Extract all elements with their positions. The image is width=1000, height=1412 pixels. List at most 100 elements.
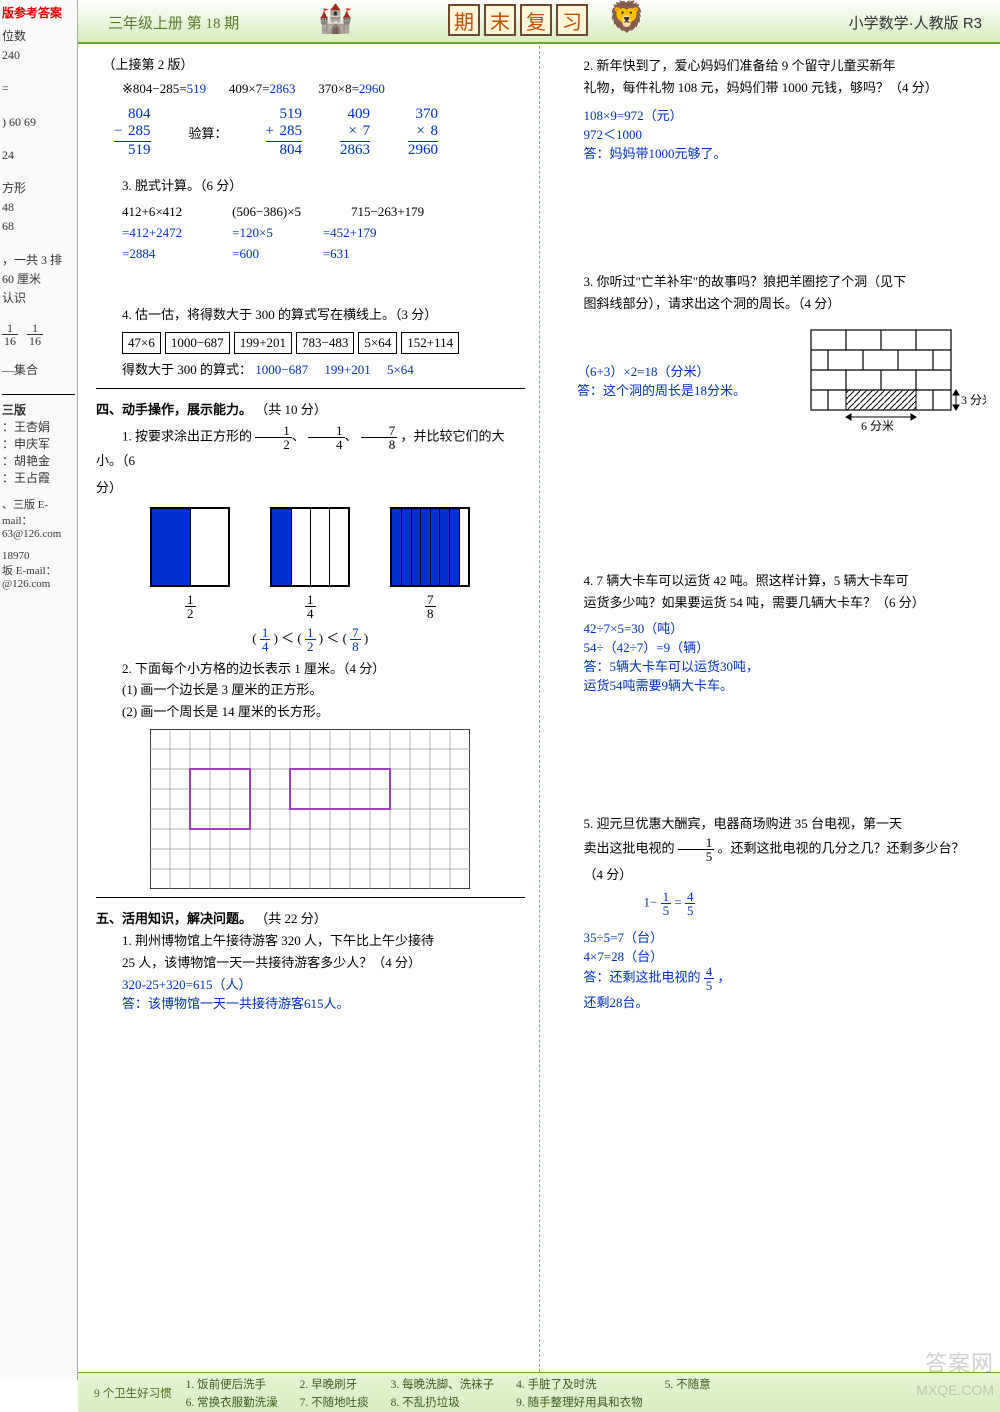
brick-wall: 3 分米 6 分米 <box>806 325 986 435</box>
rq2-t1: 2. 新年快到了，爱心妈妈们准备给 9 个留守儿童买新年 <box>558 56 987 76</box>
left-column: （上接第 2 版） ※804−285=519 409×7=2863 370×8=… <box>78 46 539 1372</box>
continued-label: （上接第 2 版） <box>96 54 525 73</box>
ls-eq: = <box>2 79 75 98</box>
left-sidebar: 版参考答案 位数240 = ) 60 69 24 方形 48 68 ，一共 3 … <box>0 0 78 1380</box>
sec4-q1c: 分） <box>96 478 525 499</box>
ls-7: —集合 <box>2 361 75 380</box>
e1: ※804−285= <box>122 81 187 96</box>
a2: 2863 <box>269 81 295 96</box>
q3-exprs: 412+6×412 (506−386)×5 715−263+179 <box>122 202 525 223</box>
q4-boxes: 47×6 1000−687 199+201 783−483 5×64 152+1… <box>122 332 525 354</box>
rq5-t2: 卖出这批电视的 15 。还剩这批电视的几分之几？还剩多少台？ <box>558 836 987 863</box>
compare-line: ( 14 ) ＜ ( 12 ) ＜ ( 78 ) <box>96 626 525 653</box>
sec5-q1a: 1. 荆州博物馆上午接待游客 320 人，下午比上午少接待 <box>96 931 525 951</box>
tile-1: 期 <box>448 4 480 36</box>
ls-n1: ：申庆军 <box>2 435 75 452</box>
fraction-squares <box>96 507 525 587</box>
rq3-t2: 图斜线部分），请求出这个洞的周长。（4 分） <box>558 294 987 314</box>
ls-n2: ：胡艳金 <box>2 452 75 469</box>
sec4-title: 四、动手操作，展示能力。 （共 10 分） <box>96 399 525 418</box>
h6: 6. 常换衣服勤洗澡 <box>186 1394 278 1410</box>
ls-5a: ，一共 3 排 <box>2 253 62 267</box>
sec5-t: 五、活用知识，解决问题。 <box>96 911 252 926</box>
rq3-t1: 3. 你听过"亡羊补牢"的故事吗？狼把羊圈挖了个洞（见下 <box>558 272 987 292</box>
e2: 409×7= <box>229 81 270 96</box>
vcalc-4: 370 ×8 2960 <box>408 106 438 160</box>
rq4-t2: 运货多少吨？如果要运货 54 吨，需要几辆大卡车？（6 分） <box>558 593 987 613</box>
right-column: 2. 新年快到了，爱心妈妈们准备给 9 个留守儿童买新年 礼物，每件礼物 108… <box>540 46 1000 1372</box>
ans-key-label: 版参考答案 <box>2 4 75 21</box>
q3s2: =120×5=600 <box>232 223 273 265</box>
section-divider-2 <box>96 897 525 898</box>
ls-5b: 60 厘米 <box>2 272 41 286</box>
q3e1: (506−386)×5 <box>232 202 301 223</box>
vcalc-1: 804 −285 519 <box>114 106 151 160</box>
q4-answer: 得数大于 300 的算式： 1000−687 199+201 5×64 <box>96 360 525 381</box>
tile-4: 习 <box>556 4 588 36</box>
ls-k3: 三版 <box>2 401 75 418</box>
b1: 1000−687 <box>165 332 230 354</box>
sec4-t: 四、动手操作，展示能力。 <box>96 402 252 417</box>
page-footer: 9 个卫生好习惯 1. 饭前便后洗手 2. 早晚刷牙 3. 每晚洗脚、洗袜子 4… <box>78 1372 1000 1412</box>
vcalc-2: 519 +285 804 <box>266 106 303 160</box>
rq5-ans: 1− 15 = 45 35÷5=7（台） 4×7=28（台） 答：还剩这批电视的… <box>584 890 987 1011</box>
tile-2: 末 <box>484 4 516 36</box>
footer-lead: 9 个卫生好习惯 <box>94 1385 172 1401</box>
sq-half <box>150 507 230 587</box>
q4-lead: 得数大于 300 的算式： <box>122 362 252 377</box>
page-header: 三年级上册 第 18 期 🏰 期 末 复 习 🦁 小学数学·人教版 R3 <box>78 0 1000 44</box>
dim-w: 6 分米 <box>861 419 894 433</box>
q3e2: 715−263+179 <box>351 202 424 223</box>
q4a2: 5×64 <box>387 362 414 377</box>
sq-quarter <box>270 507 350 587</box>
q2-row: ※804−285=519 409×7=2863 370×8=2960 <box>96 79 525 100</box>
rq4-ans: 42÷7×5=30（吨） 54÷（42÷7）=9（辆） 答：5辆大卡车可以运货3… <box>584 618 987 694</box>
vertical-calcs: 804 −285 519 验算： 519 +285 804 409 ×7 286… <box>114 106 525 160</box>
h2: 2. 早晚刷牙 <box>300 1376 369 1392</box>
h8: 8. 不乱扔垃圾 <box>391 1394 495 1410</box>
sec4-q2b: (1) 画一个边长是 3 厘米的正方形。 <box>96 680 525 700</box>
q4a0: 1000−687 <box>255 362 308 377</box>
sec5-pts: （共 22 分） <box>255 911 327 926</box>
header-right: 小学数学·人教版 R3 <box>849 12 982 33</box>
q4a1: 199+201 <box>324 362 370 377</box>
q3-title: 3. 脱式计算。（6 分） <box>96 176 525 197</box>
rq4-t1: 4. 7 辆大卡车可以运货 42 吨。照这样计算，5 辆大卡车可 <box>558 571 987 591</box>
a1: 519 <box>187 81 207 96</box>
castle-icon: 🏰 <box>318 2 353 36</box>
h4: 4. 手脏了及时洗 <box>516 1376 643 1392</box>
ls-t5: @126.com <box>2 578 75 590</box>
ls-n0: ：王杏娟 <box>2 418 75 435</box>
h1: 1. 饭前便后洗手 <box>186 1376 278 1392</box>
rq2-t2: 礼物，每件礼物 108 元，妈妈们带 1000 元钱，够吗？（4 分） <box>558 78 987 98</box>
sec4-q2a: 2. 下面每个小方格的边长表示 1 厘米。（4 分） <box>96 659 525 679</box>
ls-n3: ：王占霞 <box>2 469 75 486</box>
sq-seven-eighth <box>390 507 470 587</box>
h3: 3. 每晚洗脚、洗袜子 <box>391 1376 495 1392</box>
title-tiles: 期 末 复 习 <box>448 4 588 36</box>
a3: 2960 <box>359 81 385 96</box>
b2: 199+201 <box>234 332 292 354</box>
rq3-ans: （6+3）×2=18（分米） 答：这个洞的周长是18分米。 <box>577 361 796 399</box>
q3e0: 412+6×412 <box>122 202 182 223</box>
lion-icon: 🦁 <box>608 0 648 40</box>
ls-4c: 68 <box>2 219 14 233</box>
check-label: 验算： <box>189 123 228 142</box>
q3-steps: =412+2472=2884 =120×5=600 =452+179=631 <box>122 223 525 265</box>
dim-h: 3 分米 <box>961 393 986 407</box>
sec4-q1: 1. 按要求涂出正方形的 12、 14、 78 ，并比较它们的大小。（6 <box>96 424 525 472</box>
ls-1b: 240 <box>2 48 20 62</box>
ls-3: 24 <box>2 146 75 165</box>
ls-t4: 坂 E-mail： <box>2 562 75 578</box>
header-left: 三年级上册 第 18 期 <box>108 12 239 33</box>
q4-title: 4. 估一估，将得数大于 300 的算式写在横线上。（3 分） <box>96 305 525 326</box>
b4: 5×64 <box>358 332 397 354</box>
ls-1a: 位数 <box>2 29 26 43</box>
h7: 7. 不随地吐痰 <box>300 1394 369 1410</box>
rq5-t3: （4 分） <box>558 865 987 885</box>
ls-frac: 116 116 <box>2 322 75 347</box>
sec4-q2c: (2) 画一个周长是 14 厘米的长方形。 <box>96 702 525 722</box>
ls-t2: 63@126.com <box>2 528 75 540</box>
watermark-1: 答案网 <box>925 1346 994 1378</box>
sec4-pts: （共 10 分） <box>255 402 327 417</box>
